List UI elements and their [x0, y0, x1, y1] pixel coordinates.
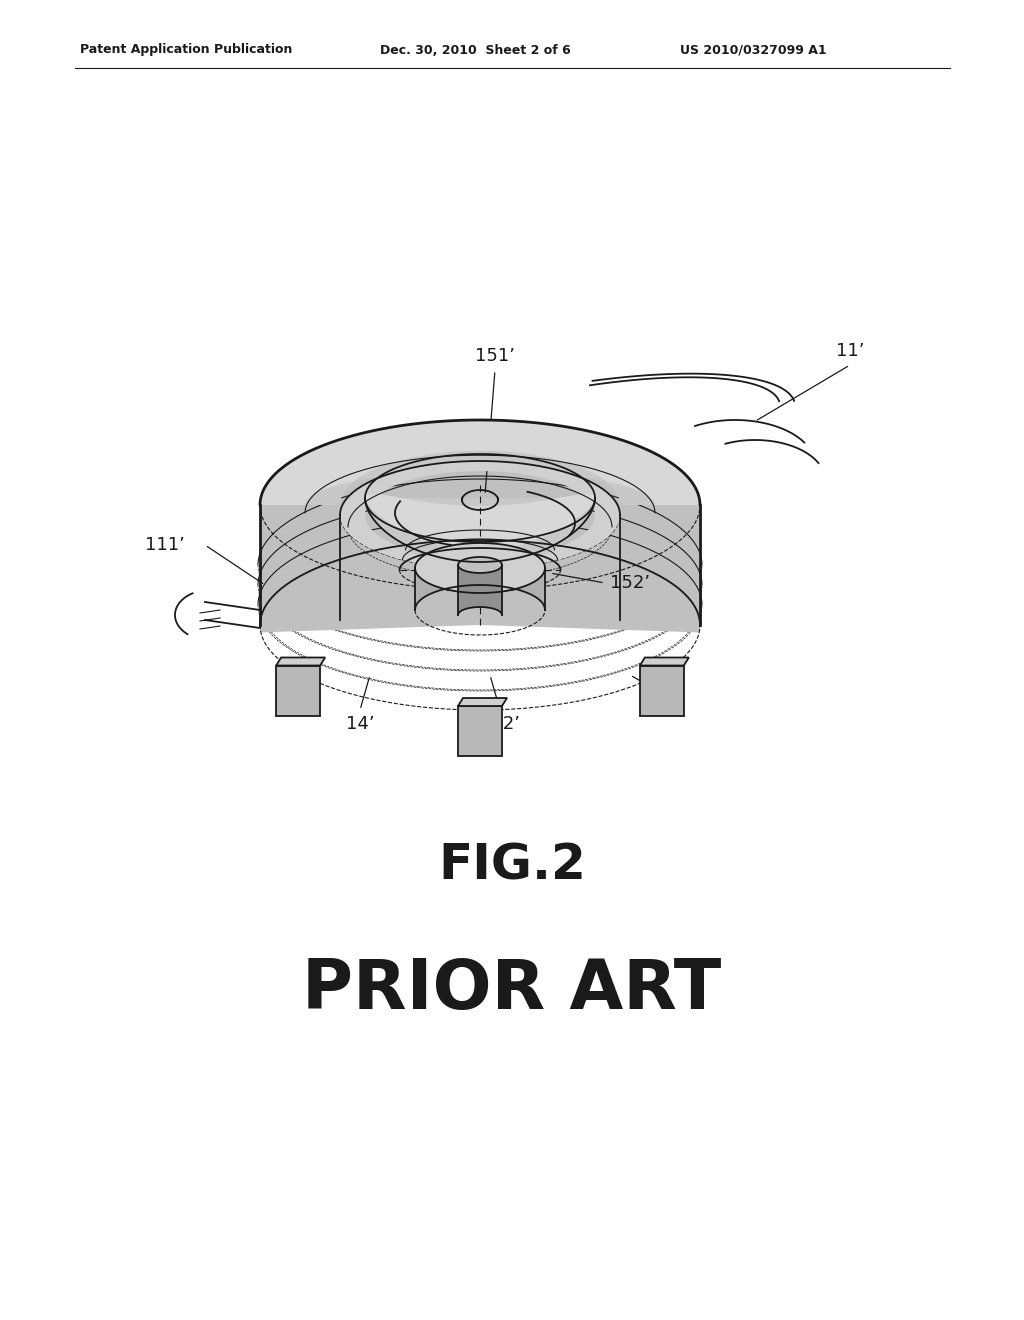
Text: 111’: 111’	[145, 536, 185, 554]
Text: 11’: 11’	[836, 342, 864, 360]
Text: 15’: 15’	[650, 700, 679, 718]
Polygon shape	[260, 420, 700, 506]
Polygon shape	[365, 494, 595, 550]
Polygon shape	[260, 540, 700, 627]
Text: 152’: 152’	[610, 574, 650, 591]
Polygon shape	[276, 657, 326, 665]
Polygon shape	[415, 543, 545, 612]
Polygon shape	[260, 540, 700, 632]
Text: Patent Application Publication: Patent Application Publication	[80, 44, 293, 57]
Text: 112’: 112’	[480, 715, 520, 733]
Text: US 2010/0327099 A1: US 2010/0327099 A1	[680, 44, 826, 57]
Polygon shape	[365, 498, 595, 572]
Polygon shape	[458, 557, 502, 573]
Polygon shape	[415, 543, 545, 593]
Polygon shape	[276, 665, 321, 715]
Text: 151’: 151’	[475, 347, 515, 366]
Polygon shape	[340, 461, 620, 569]
Polygon shape	[260, 506, 700, 590]
Polygon shape	[458, 557, 502, 615]
Polygon shape	[640, 657, 689, 665]
Text: FIG.2: FIG.2	[438, 841, 586, 888]
Text: 14’: 14’	[346, 715, 375, 733]
Polygon shape	[458, 698, 507, 706]
Polygon shape	[458, 706, 502, 756]
Polygon shape	[640, 665, 684, 715]
Text: Dec. 30, 2010  Sheet 2 of 6: Dec. 30, 2010 Sheet 2 of 6	[380, 44, 570, 57]
Text: PRIOR ART: PRIOR ART	[302, 957, 722, 1023]
Polygon shape	[260, 420, 700, 632]
Polygon shape	[305, 451, 655, 506]
